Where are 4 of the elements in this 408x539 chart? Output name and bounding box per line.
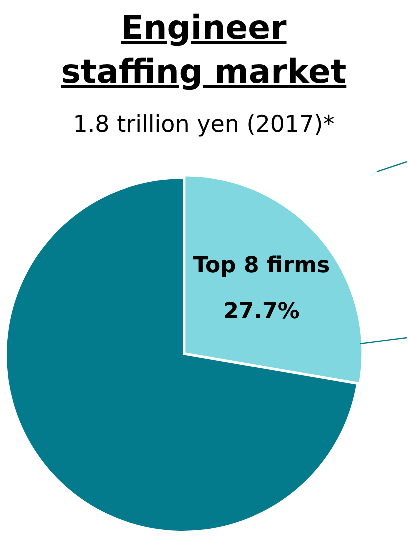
chart-title: Engineer staffing market xyxy=(61,8,347,91)
chart-subtitle: 1.8 trillion yen (2017)* xyxy=(72,112,336,138)
slice-label: Top 8 firms xyxy=(193,254,330,279)
data-label: 27.7% xyxy=(224,300,300,325)
